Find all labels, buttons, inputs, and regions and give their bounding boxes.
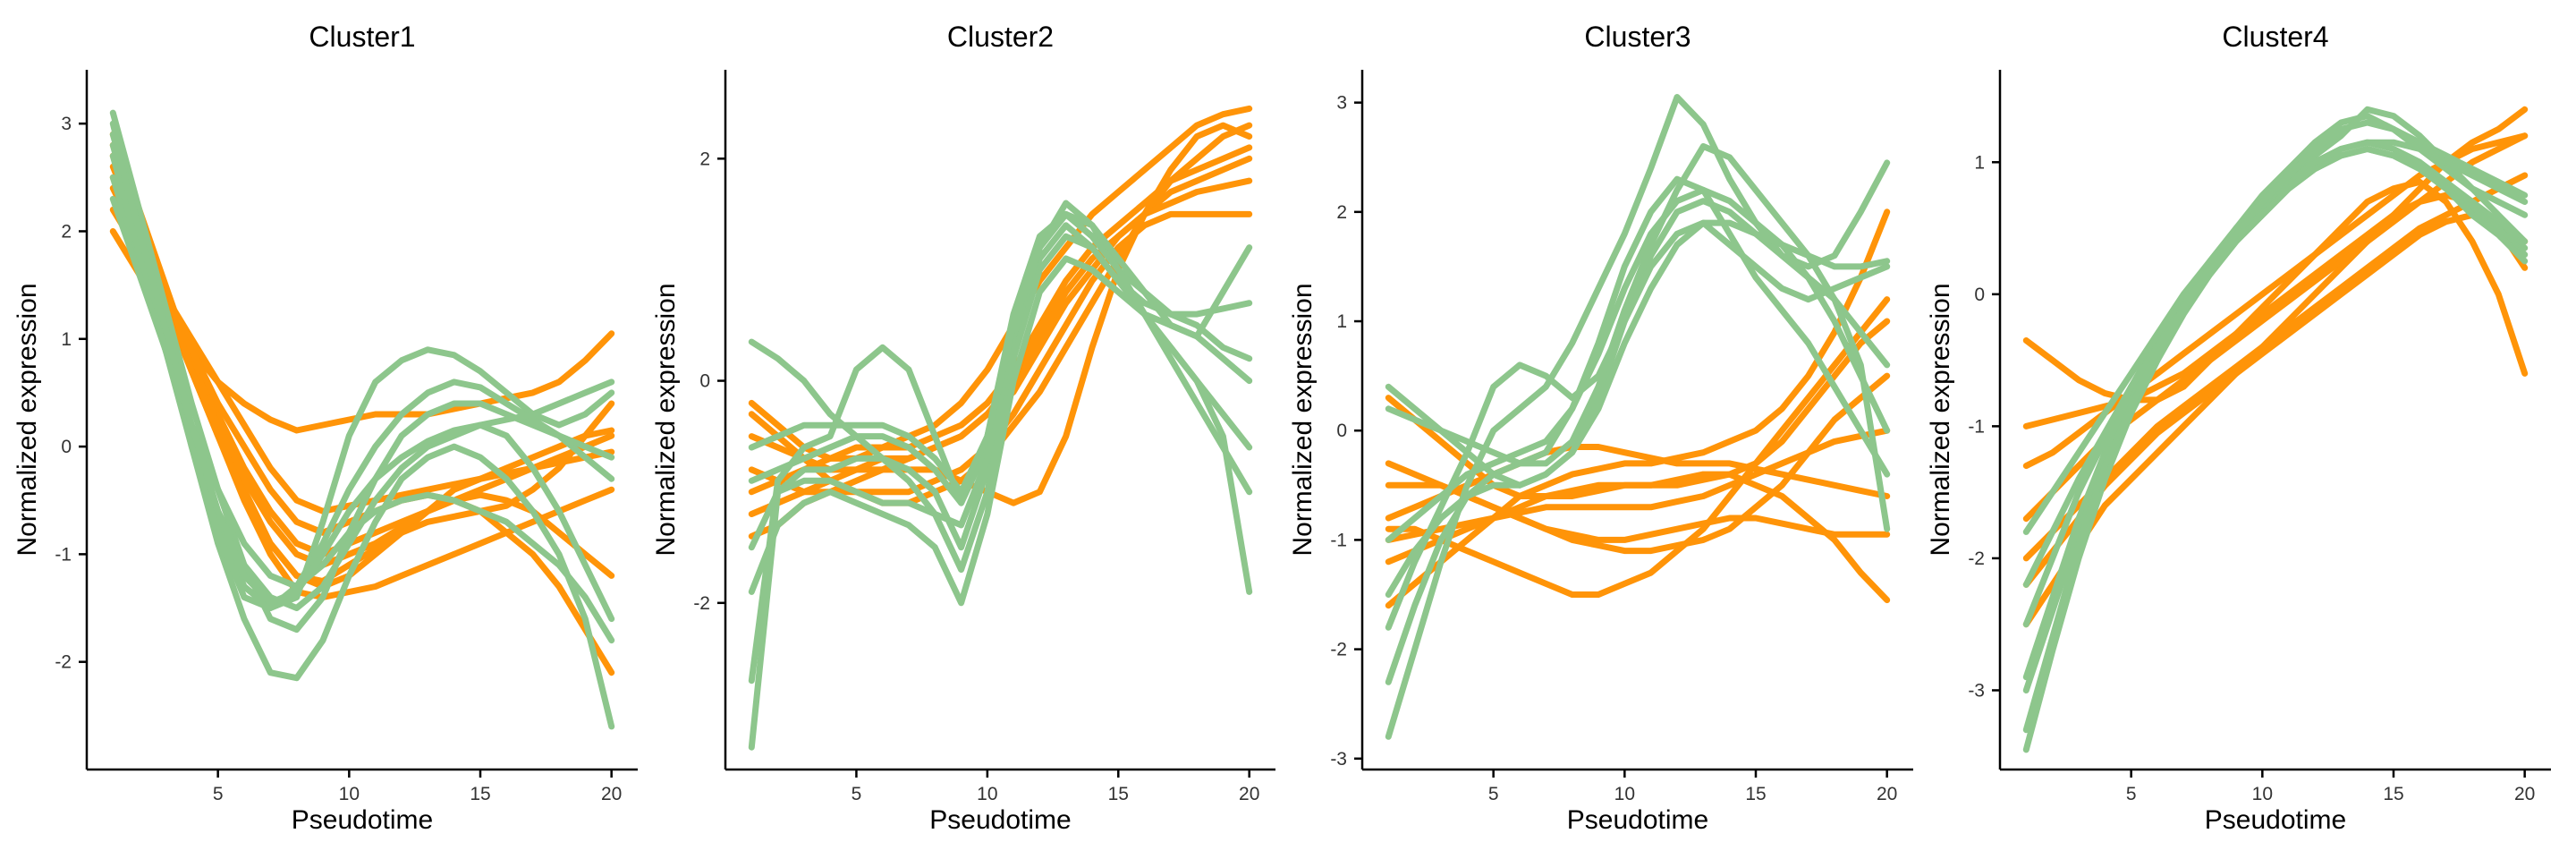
y-tick-label: -3 xyxy=(1330,749,1347,770)
series-line-orange-5 xyxy=(1385,318,1891,566)
y-tick-label: 3 xyxy=(61,114,72,134)
series-line-orange-2 xyxy=(1385,296,1891,598)
x-tick-label: 10 xyxy=(2252,784,2273,804)
series-line-green-1 xyxy=(2022,113,2529,753)
x-tick-label: 5 xyxy=(1488,784,1499,804)
y-tick-label: 2 xyxy=(699,149,710,169)
series-line-green-6 xyxy=(1385,143,1891,532)
series-line-green-6 xyxy=(2022,146,2529,588)
y-tick-label: 0 xyxy=(699,371,710,392)
series-line-orange-1 xyxy=(1385,208,1891,609)
x-tick-label: 20 xyxy=(1877,784,1897,804)
chart-panel-2: 5 10 15 20 -2 0 2 Cluster2 Pseudotime Normalized … xyxy=(651,21,1275,835)
series-line-green-7 xyxy=(2022,119,2529,734)
chart-panel-3: 5 10 15 20 -3 -2 -1 0 1 2 3 Cluster3 Pseudotime Norma… xyxy=(1288,21,1913,835)
x-tick-label: 10 xyxy=(339,784,360,804)
x-tick-label: 5 xyxy=(2126,784,2137,804)
series-lines xyxy=(109,109,615,730)
chart-title: Cluster1 xyxy=(309,21,415,53)
y-tick-label: -1 xyxy=(55,544,72,565)
series-line-orange-7 xyxy=(2022,211,2529,588)
x-axis-label: Pseudotime xyxy=(2205,805,2346,835)
x-tick-label: 20 xyxy=(1239,784,1259,804)
chart-title: Cluster4 xyxy=(2222,21,2328,53)
chart-title: Cluster2 xyxy=(947,21,1054,53)
series-line-green-5 xyxy=(1385,186,1891,543)
chart-title: Cluster3 xyxy=(1584,21,1690,53)
series-line-green-1 xyxy=(109,109,615,634)
x-axis-label: Pseudotime xyxy=(1567,805,1708,835)
x-tick-label: 10 xyxy=(1614,784,1635,804)
y-tick-label: 1 xyxy=(1336,311,1347,332)
x-tick-label: 15 xyxy=(2383,784,2403,804)
y-tick-label: 0 xyxy=(1336,421,1347,441)
x-tick-label: 5 xyxy=(852,784,862,804)
series-line-green-3 xyxy=(748,233,1253,574)
x-tick-label: 5 xyxy=(213,784,224,804)
y-tick-label: -1 xyxy=(1330,530,1347,550)
x-tick-label: 20 xyxy=(2514,784,2535,804)
y-axis-label: Normalized expression xyxy=(651,283,681,556)
series-line-orange-7 xyxy=(1385,372,1891,555)
chart-panel-4: 5 10 15 20 -3 -2 -1 0 1 Cluster4 Pseudotime Normali… xyxy=(1926,21,2551,835)
y-tick-label: 0 xyxy=(1974,285,1985,305)
y-tick-label: -1 xyxy=(1968,416,1985,437)
y-axis-label: Normalized expression xyxy=(1288,283,1318,556)
series-line-orange-8 xyxy=(1385,427,1891,543)
series-lines xyxy=(1385,94,1891,740)
y-tick-label: 1 xyxy=(61,329,72,350)
series-line-green-1 xyxy=(1385,94,1891,740)
series-line-green-7 xyxy=(748,210,1253,496)
y-tick-label: 2 xyxy=(1336,202,1347,223)
chart-panel-1: 5 10 15 20 -2 -1 0 1 2 3 Cluster1 Pseudotime Normali… xyxy=(13,21,638,835)
series-line-orange-5 xyxy=(109,152,615,600)
series-line-orange-6 xyxy=(1385,444,1891,522)
y-tick-label: 2 xyxy=(61,221,72,242)
series-line-green-7 xyxy=(1385,219,1891,598)
y-tick-label: -3 xyxy=(1968,680,1985,701)
y-tick-label: -2 xyxy=(1330,640,1347,660)
y-tick-label: -2 xyxy=(1968,549,1985,569)
x-tick-label: 15 xyxy=(1745,784,1766,804)
x-tick-label: 10 xyxy=(977,784,997,804)
series-lines xyxy=(748,105,1253,751)
y-tick-label: 3 xyxy=(1336,93,1347,114)
y-tick-label: -2 xyxy=(55,652,72,673)
y-axis-label: Normalized expression xyxy=(13,283,42,556)
series-lines xyxy=(2022,106,2529,753)
x-axis-label: Pseudotime xyxy=(929,805,1071,835)
y-tick-label: 0 xyxy=(61,437,72,457)
x-tick-label: 20 xyxy=(601,784,622,804)
series-line-green-7 xyxy=(109,131,615,606)
y-tick-label: -2 xyxy=(693,593,710,614)
y-tick-label: 1 xyxy=(1974,152,1985,173)
x-tick-label: 15 xyxy=(1108,784,1129,804)
y-axis-label: Normalized expression xyxy=(1926,283,1955,556)
series-line-green-6 xyxy=(748,210,1253,551)
x-axis-label: Pseudotime xyxy=(292,805,433,835)
x-tick-label: 15 xyxy=(470,784,490,804)
series-line-orange-8 xyxy=(109,141,615,584)
